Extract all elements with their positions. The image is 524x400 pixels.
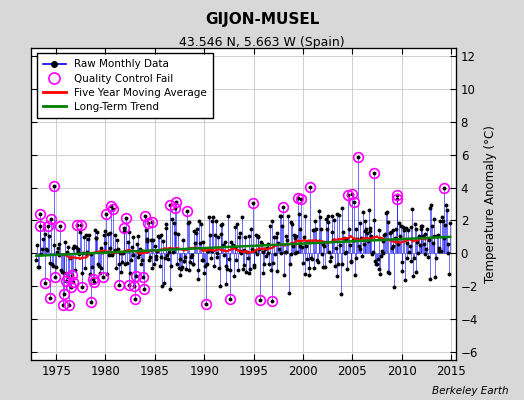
Text: 43.546 N, 5.663 W (Spain): 43.546 N, 5.663 W (Spain) bbox=[179, 36, 345, 49]
Y-axis label: Temperature Anomaly (°C): Temperature Anomaly (°C) bbox=[484, 125, 497, 283]
Legend: Raw Monthly Data, Quality Control Fail, Five Year Moving Average, Long-Term Tren: Raw Monthly Data, Quality Control Fail, … bbox=[37, 53, 213, 118]
Text: Berkeley Earth: Berkeley Earth bbox=[432, 386, 508, 396]
Text: GIJON-MUSEL: GIJON-MUSEL bbox=[205, 12, 319, 27]
